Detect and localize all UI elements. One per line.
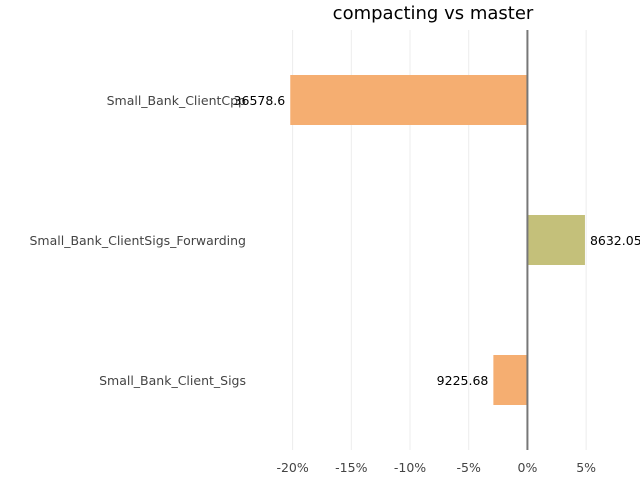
x-tick-label: 0% (518, 460, 538, 475)
category-label: Small_Bank_ClientCpp (107, 93, 246, 108)
x-tick-label: -20% (276, 460, 308, 475)
value-label: 36578.6 (234, 93, 286, 108)
bar (290, 75, 528, 125)
x-tick-label: 5% (576, 460, 596, 475)
chart-title: compacting vs master (333, 3, 534, 24)
value-label: 8632.05 (590, 233, 640, 248)
value-label: 9225.68 (437, 373, 489, 388)
x-tick-label: -10% (394, 460, 426, 475)
bar (527, 215, 585, 265)
category-label: Small_Bank_Client_Sigs (99, 373, 246, 388)
category-label: Small_Bank_ClientSigs_Forwarding (29, 233, 246, 248)
x-tick-label: -5% (457, 460, 481, 475)
bar (493, 355, 528, 405)
labels: -20% -15% -10% -5% 0% 5% Small_Bank_ClientCpp3… (29, 93, 640, 475)
bars (290, 75, 585, 405)
x-tick-label: -15% (335, 460, 367, 475)
